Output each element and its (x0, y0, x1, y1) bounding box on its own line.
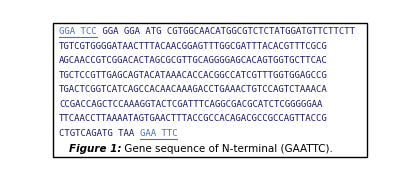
Text: GGA TCC: GGA TCC (59, 27, 97, 36)
Text: TGACTCGGTCATCAGCCACAACAAAGACCTGAAACTGTCCAGTCTAAACA: TGACTCGGTCATCAGCCACAACAAAGACCTGAAACTGTCC… (59, 85, 328, 94)
Text: TGTCGTGGGGATAACTTTACAACGGAGTTTGGCGATTTACACGTTTCGCG: TGTCGTGGGGATAACTTTACAACGGAGTTTGGCGATTTAC… (59, 42, 328, 51)
FancyBboxPatch shape (53, 23, 366, 158)
Text: AGCAACCGTCGGACACTAGCGCGTTGCAGGGGAGCACAGTGGTGCTTCAC: AGCAACCGTCGGACACTAGCGCGTTGCAGGGGAGCACAGT… (59, 56, 328, 65)
Text: TGCTCCGTTGAGCAGTACATAAACACCACGGCCATCGTTTGGTGGAGCCG: TGCTCCGTTGAGCAGTACATAAACACCACGGCCATCGTTT… (59, 71, 328, 80)
Text: Figure 1:: Figure 1: (69, 144, 121, 154)
Text: CTGTCAGATG TAA: CTGTCAGATG TAA (59, 129, 140, 138)
Text: GGA GGA ATG CGTGGCAACATGGCGTCTCTATGGATGTTCTTCTT: GGA GGA ATG CGTGGCAACATGGCGTCTCTATGGATGT… (97, 27, 355, 36)
Text: CCGACCAGCTCCAAAGGTACTCGATTTCAGGCGACGCATCTCGGGGGAA: CCGACCAGCTCCAAAGGTACTCGATTTCAGGCGACGCATC… (59, 100, 322, 109)
Text: GAA TTC: GAA TTC (140, 129, 177, 138)
Text: Gene sequence of N-terminal (GAATTC).: Gene sequence of N-terminal (GAATTC). (121, 144, 333, 154)
Text: TTCAACCTTAAAATAGTGAACTTTACCGCCACAGACGCCGCCAGTTACCG: TTCAACCTTAAAATAGTGAACTTTACCGCCACAGACGCCG… (59, 114, 328, 123)
